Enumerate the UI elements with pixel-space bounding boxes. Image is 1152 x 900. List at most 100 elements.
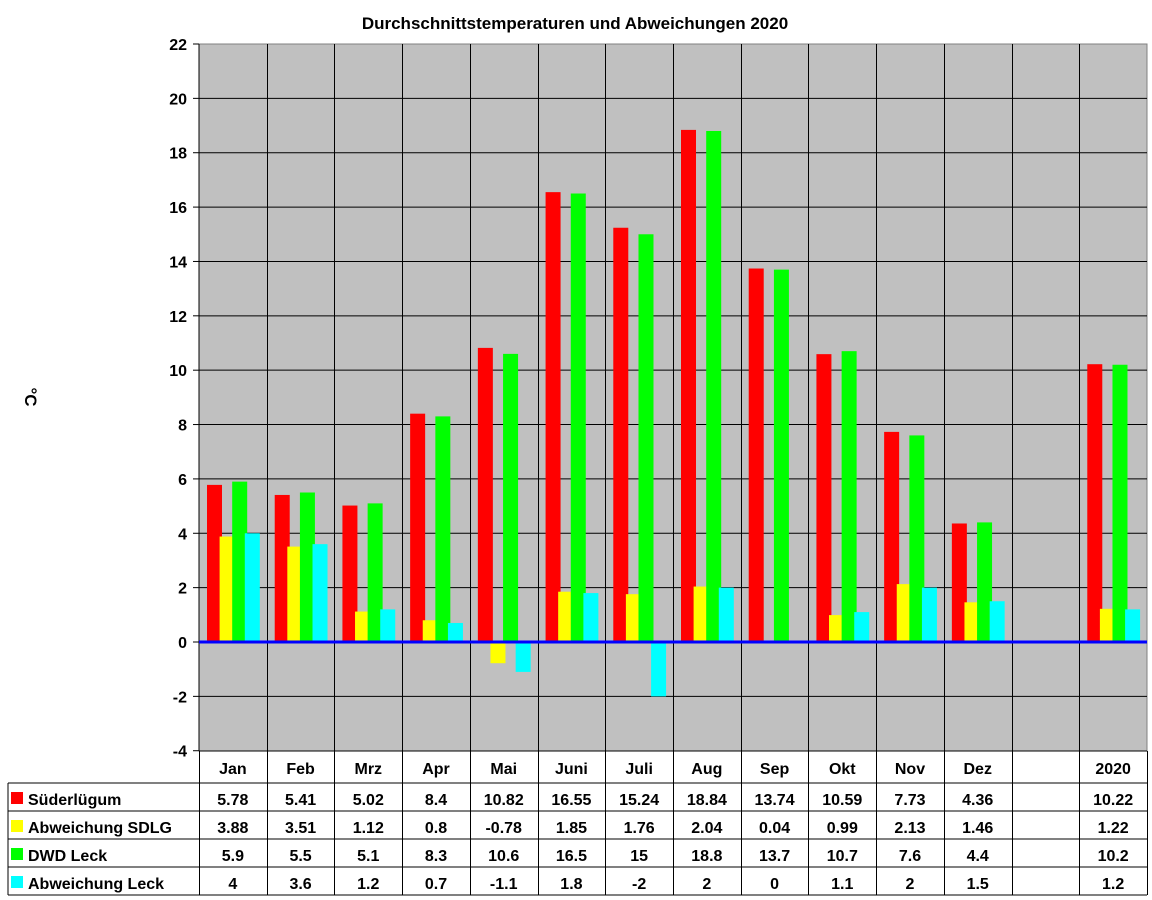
table-cell: 0 [770, 876, 779, 893]
table-cell: 0.04 [759, 820, 790, 837]
category-label: 2020 [1095, 761, 1131, 778]
table-cell: 16.5 [556, 848, 587, 865]
bar [490, 642, 506, 664]
bar [748, 268, 764, 642]
table-cell: 2 [702, 876, 711, 893]
table-cell: 10.6 [488, 848, 519, 865]
bar [274, 494, 290, 642]
chart-title: Durchschnittstemperaturen und Abweichung… [362, 14, 788, 33]
category-label: Aug [691, 761, 722, 778]
table-cell: 10.7 [827, 848, 858, 865]
category-label: Jan [219, 761, 247, 778]
bar [773, 269, 789, 642]
table-cell: 4.36 [962, 792, 993, 809]
table-cell: 10.22 [1093, 792, 1133, 809]
y-tick-label: 22 [169, 37, 187, 54]
table-cell: 1.2 [1102, 876, 1124, 893]
bar [207, 484, 222, 642]
bar [583, 593, 599, 642]
table-cell: 7.73 [894, 792, 925, 809]
table-cell: -1.1 [490, 876, 518, 893]
category-label: Nov [895, 761, 925, 778]
table-cell: 5.5 [289, 848, 311, 865]
bar [545, 192, 561, 642]
bar [921, 587, 937, 642]
table-cell: 2.04 [691, 820, 722, 837]
legend-swatch [11, 876, 23, 888]
table-cell: 3.6 [289, 876, 311, 893]
bar [558, 591, 574, 642]
bar [829, 615, 845, 642]
bar [625, 594, 641, 642]
bar [515, 642, 531, 672]
table-cell: 1.46 [962, 820, 993, 837]
bar [380, 609, 396, 642]
table-cell: 2.13 [894, 820, 925, 837]
y-tick-label: 20 [169, 91, 187, 108]
bar [1087, 364, 1103, 642]
category-label: Dez [963, 761, 991, 778]
bar [854, 612, 870, 642]
plot-area [198, 43, 1148, 752]
legend-label: Abweichung SDLG [28, 820, 172, 837]
y-tick-label: 10 [169, 363, 187, 380]
bar [989, 601, 1005, 642]
legend-swatch [11, 848, 23, 860]
y-tick-label: 0 [178, 635, 187, 652]
y-tick-label: 12 [169, 309, 187, 326]
table-cell: 1.22 [1098, 820, 1129, 837]
bar [410, 413, 426, 642]
y-tick-label: 2 [178, 581, 187, 598]
table-cell: 13.7 [759, 848, 790, 865]
bar [355, 611, 371, 642]
table-cell: 0.7 [425, 876, 447, 893]
bar [816, 354, 832, 642]
table-cell: 1.2 [357, 876, 379, 893]
table-cell: 2 [906, 876, 915, 893]
table-cell: 3.51 [285, 820, 316, 837]
table-cell: 8.4 [425, 792, 447, 809]
bar [651, 642, 667, 697]
bar [232, 481, 248, 642]
table-cell: 7.6 [899, 848, 921, 865]
bar [638, 234, 654, 643]
y-tick-label: 18 [169, 146, 187, 163]
table-cell: 5.41 [285, 792, 316, 809]
y-tick-label: 6 [178, 472, 187, 489]
category-label: Mrz [355, 761, 383, 778]
bar [718, 587, 734, 642]
category-label: Juni [555, 761, 588, 778]
table-cell: 5.02 [353, 792, 384, 809]
bar [896, 584, 912, 642]
category-label: Apr [422, 761, 450, 778]
table-cell: 13.74 [755, 792, 795, 809]
bar [342, 505, 358, 642]
bar [964, 602, 980, 642]
category-label: Okt [829, 761, 856, 778]
table-cell: 5.9 [222, 848, 244, 865]
legend-swatch [11, 792, 23, 804]
bar [613, 227, 629, 642]
category-label: Juli [625, 761, 653, 778]
table-cell: 1.85 [556, 820, 587, 837]
table-cell: 1.5 [967, 876, 989, 893]
legend-swatch [11, 820, 23, 832]
table-cell: 10.82 [484, 792, 524, 809]
category-label: Feb [286, 761, 315, 778]
legend-label: Abweichung Leck [28, 876, 164, 893]
bars [199, 129, 1147, 697]
table-cell: 5.1 [357, 848, 379, 865]
table-cell: 1.76 [624, 820, 655, 837]
bar [706, 130, 722, 642]
legend-label: Süderlügum [28, 792, 121, 809]
bar [435, 416, 451, 642]
table-cell: 1.8 [560, 876, 582, 893]
y-tick-label: 14 [169, 254, 187, 271]
y-tick-label: -2 [173, 689, 187, 706]
table-cell: 1.12 [353, 820, 384, 837]
bar [951, 523, 967, 642]
table-cell: 15.24 [619, 792, 659, 809]
table-cell: 18.84 [687, 792, 727, 809]
